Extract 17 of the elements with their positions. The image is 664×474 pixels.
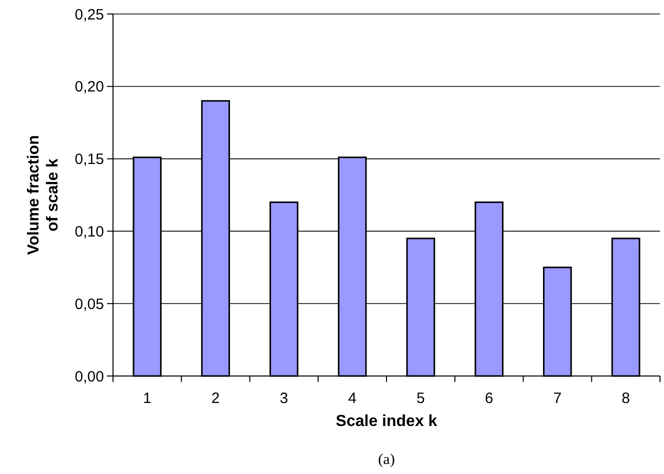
x-tick-label: 4 — [348, 390, 356, 407]
text: (a) — [378, 452, 395, 468]
x-tick-label: 8 — [622, 390, 630, 407]
y-tick-label: 0,20 — [74, 78, 104, 96]
y-tick-label: 0,00 — [74, 368, 104, 386]
x-tick-label: 6 — [484, 390, 494, 407]
y-tick-label: 0,15 — [74, 151, 104, 168]
x-tick-label: 5 — [416, 390, 425, 407]
x-tick-label: 2 — [211, 390, 220, 407]
y-tick-label: 0,10 — [74, 223, 104, 240]
x-tick-label: 1 — [143, 390, 152, 407]
x-tick-label: 3 — [280, 390, 288, 407]
x-tick-label: 7 — [553, 390, 562, 407]
x-axis-title: Scale index k — [336, 413, 438, 430]
y-axis-title: Volume fraction of scale k — [25, 135, 62, 255]
y-tick-label: 0,05 — [74, 296, 104, 313]
y-tick-label: 0,25 — [74, 6, 104, 24]
